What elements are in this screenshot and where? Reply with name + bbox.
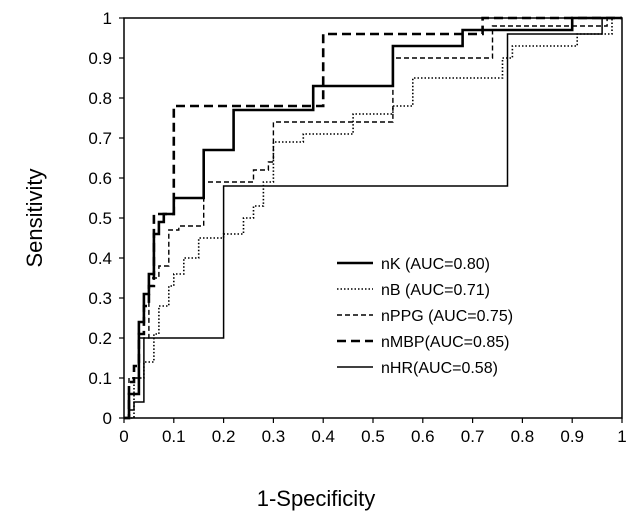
series-line-1 (124, 17, 622, 419)
legend-label-1: nB (AUC=0.71) (381, 282, 490, 299)
series-line-4 (124, 17, 622, 419)
legend-label-2: nPPG (AUC=0.75) (381, 308, 513, 325)
legend-label-3: nMBP(AUC=0.85) (381, 334, 510, 351)
x-tick-label: 0.7 (461, 427, 485, 446)
legend-label-0: nK (AUC=0.80) (381, 256, 490, 273)
x-tick-label: 0.1 (162, 427, 186, 446)
plot-area-frame (123, 17, 623, 419)
x-tick-label: 1 (617, 427, 626, 446)
y-tick-label: 0.4 (88, 249, 112, 268)
y-tick-labels: 0 0.1 0.2 0.3 0.4 0.5 0.6 0.7 0.8 0.9 1 (88, 9, 124, 428)
series-line-0 (124, 16, 622, 420)
y-tick-label: 0.5 (88, 209, 112, 228)
x-tick-label: 0 (119, 427, 128, 446)
x-tick-labels: 0 0.1 0.2 0.3 0.4 0.5 0.6 0.7 0.8 0.9 1 (119, 418, 627, 446)
x-tick-label: 0.3 (262, 427, 286, 446)
y-tick-label: 0.1 (88, 369, 112, 388)
y-tick-label: 1 (103, 9, 112, 28)
x-tick-label: 0.8 (511, 427, 535, 446)
y-tick-label: 0 (103, 409, 112, 428)
series-line-3 (124, 16, 622, 420)
legend: nK (AUC=0.80) nB (AUC=0.71) nPPG (AUC=0.75… (337, 256, 513, 377)
x-tick-label: 0.5 (361, 427, 385, 446)
y-tick-label: 0.3 (88, 289, 112, 308)
legend-label-4: nHR(AUC=0.58) (381, 360, 498, 377)
x-tick-label: 0.6 (411, 427, 435, 446)
x-tick-label: 0.4 (311, 427, 335, 446)
y-tick-label: 0.7 (88, 129, 112, 148)
series-layer (124, 16, 622, 420)
y-tick-label: 0.9 (88, 49, 112, 68)
y-tick-label: 0.2 (88, 329, 112, 348)
y-tick-label: 0.8 (88, 89, 112, 108)
y-axis-title: Sensitivity (22, 168, 47, 267)
x-tick-label: 0.9 (560, 427, 584, 446)
x-axis-title: 1-Specificity (257, 486, 376, 511)
series-line-2 (124, 17, 622, 419)
x-tick-label: 0.2 (212, 427, 236, 446)
y-tick-label: 0.6 (88, 169, 112, 188)
